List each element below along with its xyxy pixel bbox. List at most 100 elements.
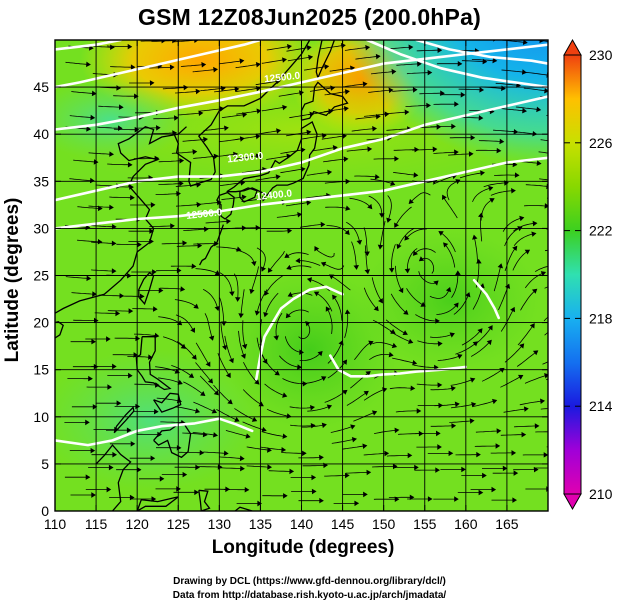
streamline [114,337,140,339]
streamline-arrowhead [396,243,402,250]
streamline-arrowhead [511,450,517,456]
streamline-arrowhead [540,271,547,277]
streamline-arrowhead [516,82,521,88]
streamline-arrowhead [308,54,314,61]
streamline [395,410,421,413]
streamline-arrowhead [134,93,139,99]
coastline-hokkaido [300,81,349,121]
streamline [429,333,455,338]
y-tick-label: 15 [33,362,49,378]
streamline [350,371,371,389]
streamline [200,87,226,92]
streamline-arrowhead [214,270,221,276]
streamline-arrowhead [213,66,218,73]
streamline [177,112,203,116]
streamline [183,228,209,231]
streamline [305,194,331,199]
streamline [77,206,102,209]
y-tick-label: 35 [33,173,49,189]
streamline [306,171,332,176]
streamline [323,158,348,163]
streamline [448,153,473,156]
streamline [391,244,396,273]
streamline [268,470,294,472]
streamline [430,387,456,391]
streamline [219,456,244,460]
streamline [195,342,211,367]
streamline-arrowhead [559,153,563,157]
contour-line-7 [415,40,548,65]
streamline-arrowhead [191,354,197,360]
streamline-arrowhead [310,404,315,411]
streamline [235,135,260,140]
streamline-arrowhead [531,231,537,237]
streamline [474,325,493,346]
streamline [307,405,332,412]
streamline-arrowhead [260,266,267,272]
streamline [363,287,379,311]
streamline [284,252,309,258]
streamline [156,397,182,402]
streamline-arrowhead [109,204,114,211]
streamline [73,159,98,163]
streamline [513,425,539,428]
streamline [366,34,391,37]
streamline [406,72,432,75]
streamline-arrowhead [510,306,516,313]
streamline [303,34,327,38]
streamline-arrowhead [261,426,267,433]
streamline-arrowhead [344,229,350,235]
streamline-arrowhead [366,469,372,476]
streamline [107,163,132,166]
streamline [326,225,350,235]
streamline-arrowhead [449,332,455,338]
streamline-arrowhead [281,57,287,63]
streamline [221,113,247,118]
streamline-arrowhead [353,265,359,270]
streamline [199,375,219,396]
streamline-arrowhead [519,215,525,222]
streamline-arrowhead [502,465,508,472]
streamline [151,132,177,135]
streamline [280,149,305,154]
streamline [383,111,409,115]
streamline-arrowhead [197,242,203,249]
streamline-arrowhead [234,416,240,422]
streamline-arrowhead [320,261,327,267]
streamline [471,59,497,62]
streamline [541,40,548,42]
streamline [501,108,527,112]
streamline [286,46,311,52]
streamline-arrowhead [480,170,485,176]
streamline [175,406,200,413]
colorbar-tick-label: 218 [589,310,613,326]
streamline-arrowhead [482,472,487,479]
streamline-arrowhead [153,408,159,415]
streamline [214,88,239,93]
streamline-arrowhead [391,342,398,349]
streamline-arrowhead [375,113,381,120]
streamline-arrowhead [511,188,516,194]
streamline-arrowhead [364,269,371,275]
streamline-arrowhead [437,382,443,388]
streamline [453,292,470,315]
streamline-arrowhead [524,249,531,255]
streamline-arrowhead [544,203,548,209]
coastline-shikoku [239,187,258,203]
streamline-arrowhead [245,433,251,439]
streamline [470,340,492,357]
streamline-arrowhead [531,288,538,294]
streamline-arrowhead [434,364,439,371]
streamline [404,228,427,241]
streamline-arrowhead [513,470,519,476]
streamline-arrowhead [274,370,280,376]
streamline [324,389,348,403]
streamline [282,378,307,385]
streamline [287,56,313,62]
y-tick-label: 10 [33,409,49,425]
streamline-arrowhead [440,90,445,97]
streamline-arrowhead [249,288,255,295]
coastline-sulawesi [136,496,179,511]
coastline-korea [173,40,311,187]
streamline-arrowhead [267,267,273,273]
